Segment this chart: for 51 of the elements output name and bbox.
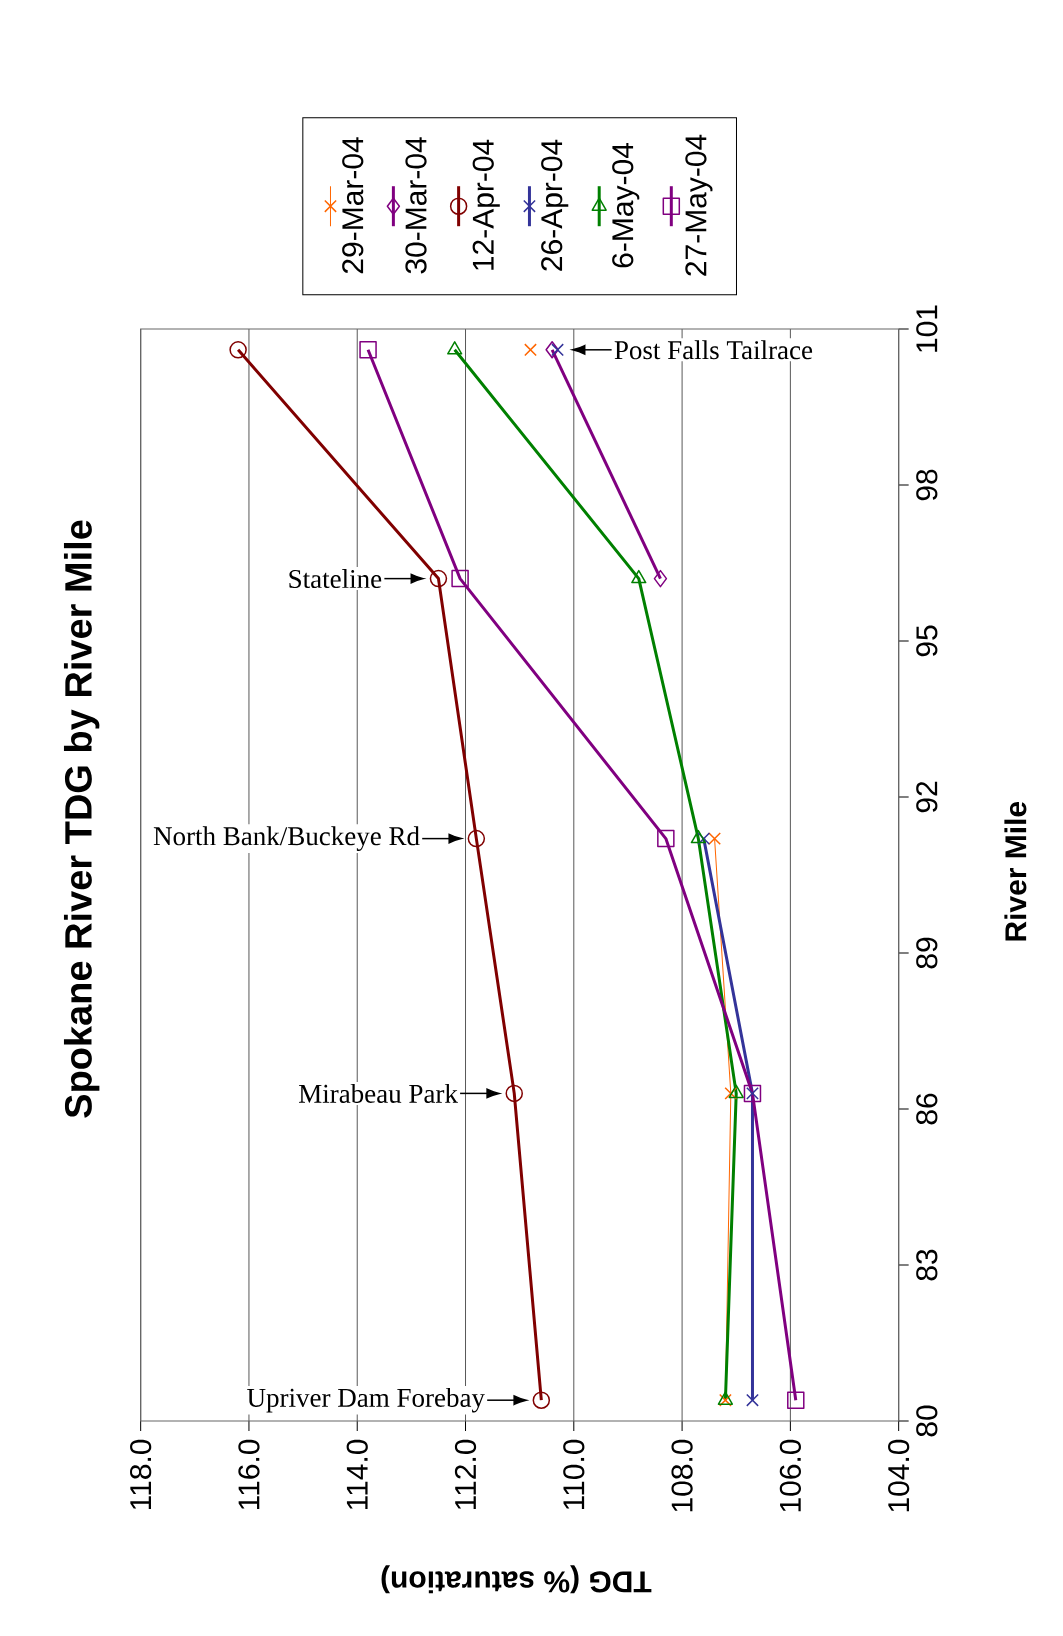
point <box>467 829 486 848</box>
point <box>657 829 675 848</box>
legend-label: 6-May-04 <box>612 142 640 268</box>
text: Spokane River TDG by River Mile <box>64 520 100 1118</box>
point <box>505 1084 524 1103</box>
point <box>697 832 711 846</box>
point <box>653 569 668 588</box>
point <box>451 569 470 588</box>
legend-label: 26-Apr-04 <box>541 139 569 271</box>
y-tick-label: 89 <box>916 937 938 969</box>
y-tick-label: 80 <box>916 1405 938 1437</box>
y-tick-label: 86 <box>916 1093 938 1125</box>
point <box>690 829 707 844</box>
x-tick-label: 108.0 <box>671 1439 693 1512</box>
point <box>708 832 722 846</box>
x-tick-label: 110.0 <box>563 1439 585 1510</box>
point <box>724 1086 738 1100</box>
y-tick-label: 83 <box>916 1249 938 1281</box>
legend-label: 27-May-04 <box>685 134 713 276</box>
legend-label: 30-Mar-04 <box>405 137 427 274</box>
point <box>631 569 647 584</box>
y-tick-label: 98 <box>916 469 938 501</box>
point <box>359 341 377 359</box>
y-tick-label: 95 <box>916 625 938 657</box>
point <box>545 341 560 359</box>
point <box>532 1391 551 1409</box>
point <box>429 569 448 588</box>
x-tick-label: 118.0 <box>130 1439 152 1510</box>
x-tick-label: 112.0 <box>455 1439 477 1510</box>
point <box>787 1391 805 1409</box>
x-tick-label: 114.0 <box>346 1439 369 1510</box>
x-tick-label: 116.0 <box>238 1439 260 1510</box>
point <box>728 1084 745 1099</box>
annotation: Upriver Dam Forebay <box>247 1387 486 1413</box>
y-axis-title: River Mile <box>1004 801 1027 941</box>
point <box>746 1393 760 1407</box>
annotation: North Bank/Buckeye Rd <box>154 826 420 851</box>
x-tick-label: 104.0 <box>888 1439 910 1512</box>
point <box>551 343 565 357</box>
legend-label: 12-Apr-04 <box>472 139 500 270</box>
annotation: Mirabeau Park <box>299 1083 459 1103</box>
annotation: Stateline <box>289 569 382 589</box>
y-tick-label: 101 <box>916 305 938 352</box>
legend-label: 29-Mar-04 <box>342 137 364 274</box>
point <box>229 341 248 359</box>
annotation: Post Falls Tailrace <box>614 340 813 360</box>
x-tick-label: 106.0 <box>779 1439 802 1512</box>
point <box>447 341 463 355</box>
y-tick-label: 92 <box>916 781 938 813</box>
x-axis-title: TDG (% saturation) <box>381 1565 652 1594</box>
point <box>524 343 538 357</box>
